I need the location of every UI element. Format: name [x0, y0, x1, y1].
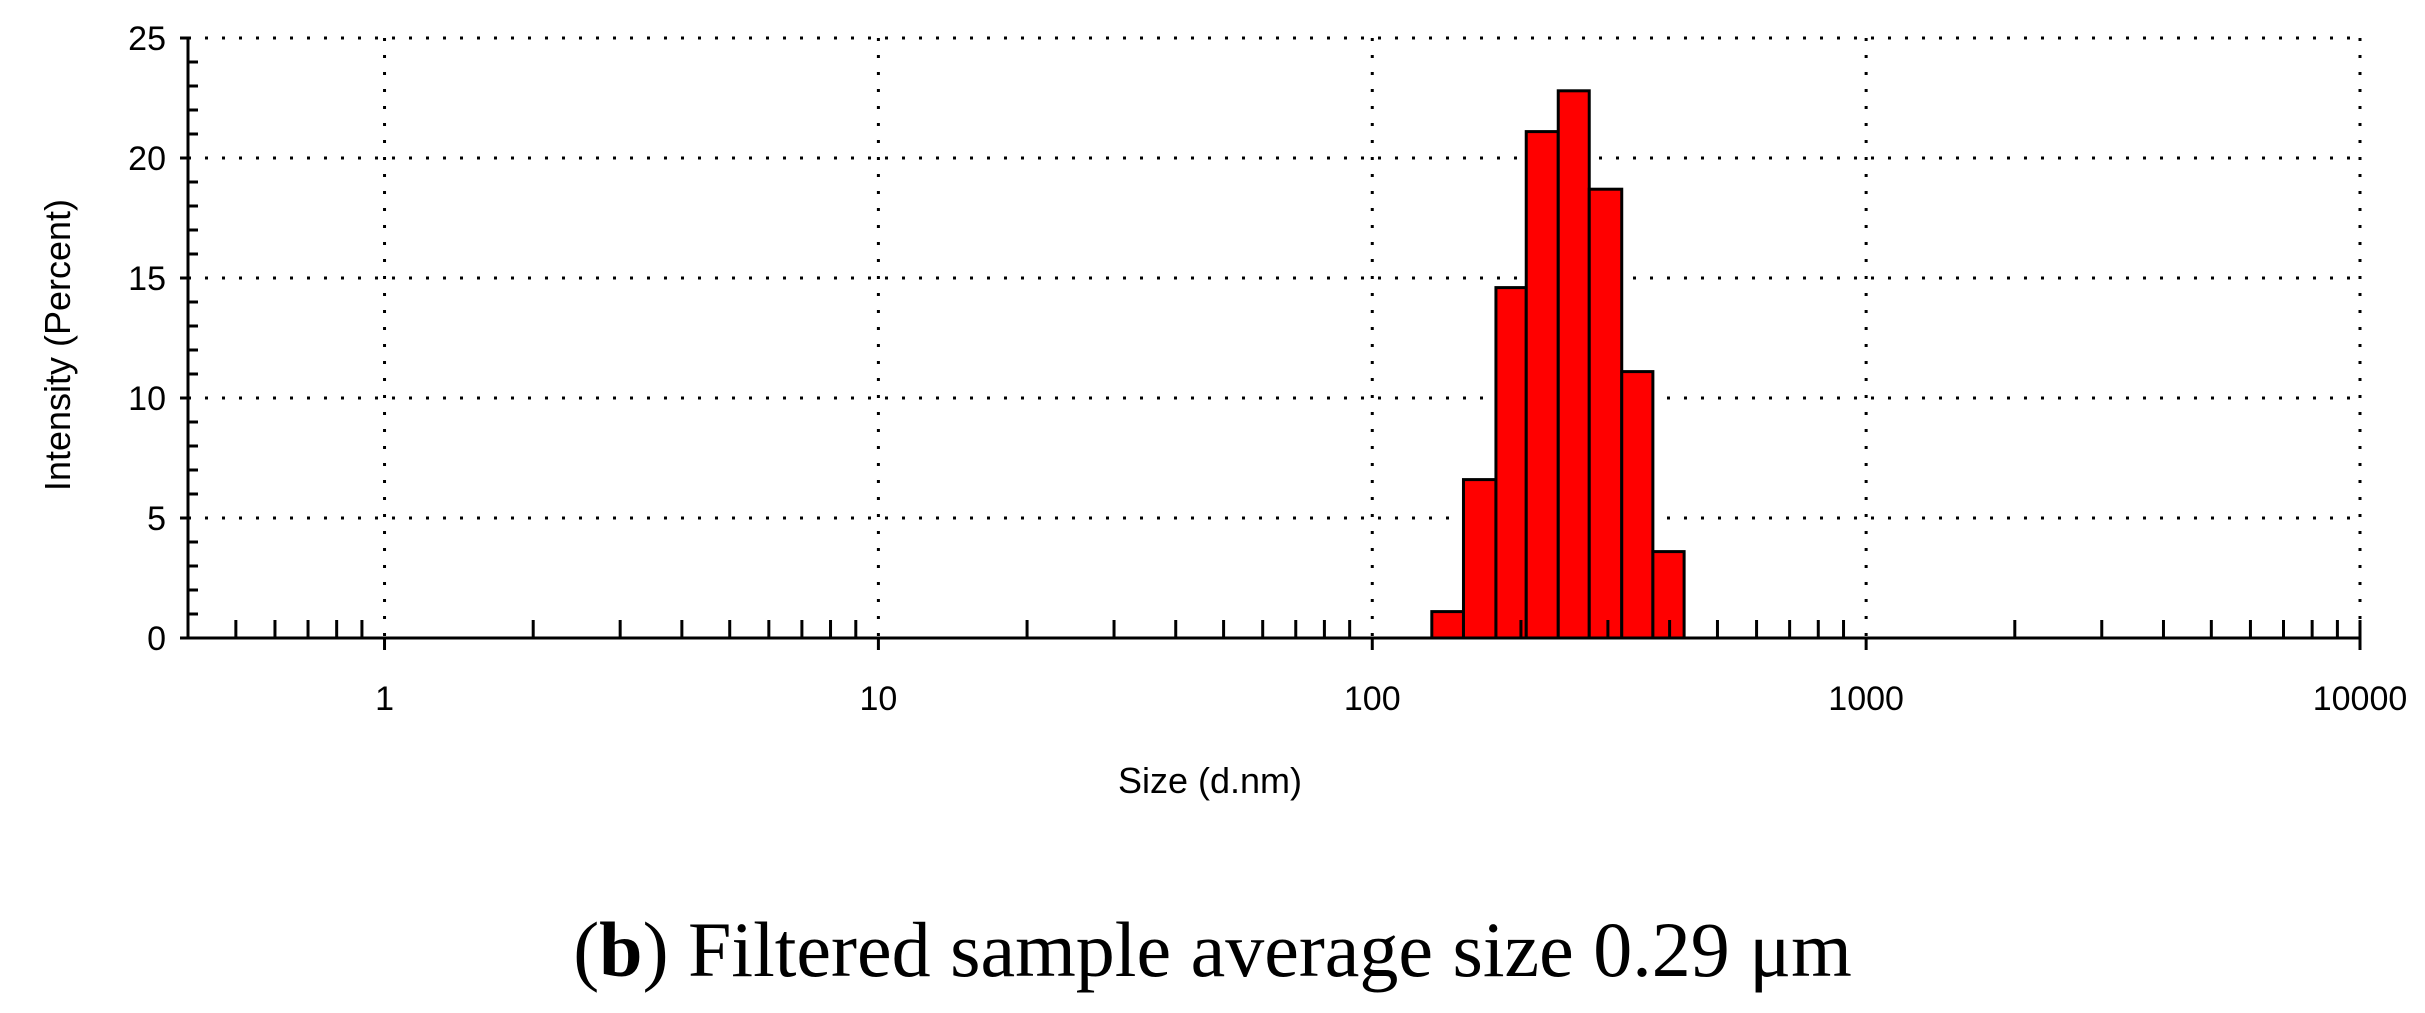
figure-caption: (b) Filtered sample average size 0.29 μm — [0, 905, 2425, 995]
size-distribution-chart: 0 5 10 15 20 25 1 10 100 1000 10000 Size (d.nm) In… — [37, 20, 2407, 801]
x-tick-label: 100 — [1344, 680, 1401, 718]
y-tick-label: 25 — [128, 20, 166, 58]
x-axis-title: Size (d.nm) — [1118, 760, 1302, 801]
y-tick-label: 5 — [147, 500, 166, 538]
y-tick-label: 20 — [128, 140, 166, 178]
caption-panel-letter: b — [599, 906, 643, 993]
y-tick-label: 10 — [128, 380, 166, 418]
grid-lines — [188, 36, 2362, 638]
caption-prefix: ( — [573, 906, 600, 993]
histogram-bar — [1556, 89, 1591, 640]
x-tick-label: 10 — [859, 680, 897, 718]
histogram-bars — [1430, 89, 1686, 640]
histogram-bar — [1524, 130, 1560, 640]
histogram-bar — [1430, 610, 1465, 640]
histogram-bar — [1620, 370, 1655, 640]
axes — [180, 36, 2362, 650]
histogram-bar — [1494, 286, 1528, 640]
caption-text: ) Filtered sample average size 0.29 μm — [642, 906, 1852, 993]
y-tick-label: 15 — [128, 260, 166, 298]
y-tick-label: 0 — [147, 620, 166, 658]
y-axis-title: Intensity (Percent) — [37, 199, 78, 491]
x-tick-label: 1 — [375, 680, 394, 718]
x-tick-label: 10000 — [2313, 680, 2408, 718]
histogram-bar — [1461, 478, 1498, 640]
x-tick-label: 1000 — [1828, 680, 1904, 718]
tick-labels: 0 5 10 15 20 25 1 10 100 1000 10000 — [128, 20, 2407, 718]
histogram-bar — [1587, 187, 1624, 640]
